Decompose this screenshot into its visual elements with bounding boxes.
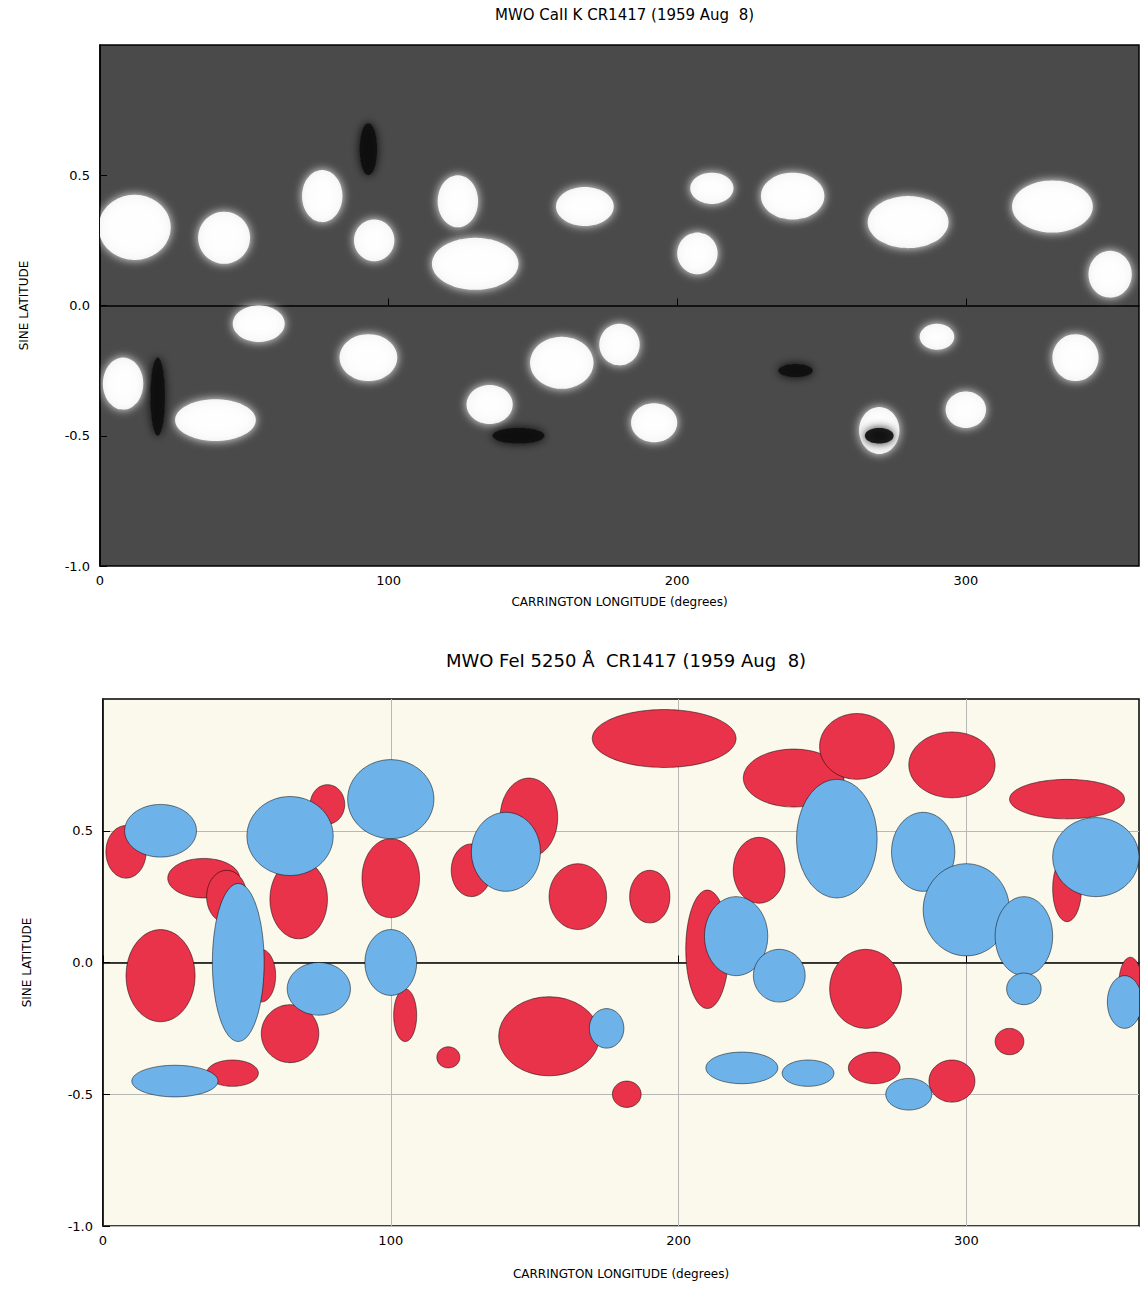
svg-text:SINE LATITUDE: SINE LATITUDE <box>20 918 34 1008</box>
svg-text:0.0: 0.0 <box>72 955 93 970</box>
svg-text:-0.5: -0.5 <box>65 428 90 443</box>
svg-text:MWO CaII K CR1417 (1959 Aug 8: MWO CaII K CR1417 (1959 Aug 8) <box>495 6 754 24</box>
svg-text:-1.0: -1.0 <box>65 559 90 574</box>
svg-text:300: 300 <box>953 573 978 588</box>
svg-text:MWO FeI 5250 Å CR1417 (1959 A: MWO FeI 5250 Å CR1417 (1959 Aug 8) <box>446 650 806 671</box>
svg-text:100: 100 <box>376 573 401 588</box>
svg-text:0: 0 <box>96 573 104 588</box>
svg-text:SINE LATITUDE: SINE LATITUDE <box>17 261 31 351</box>
svg-text:0.5: 0.5 <box>72 823 93 838</box>
svg-text:0.5: 0.5 <box>69 168 90 183</box>
svg-text:200: 200 <box>666 1233 691 1248</box>
svg-text:0: 0 <box>99 1233 107 1248</box>
svg-text:100: 100 <box>378 1233 403 1248</box>
svg-text:-1.0: -1.0 <box>68 1219 93 1234</box>
svg-text:300: 300 <box>954 1233 979 1248</box>
svg-text:0.0: 0.0 <box>69 298 90 313</box>
svg-text:CARRINGTON LONGITUDE (degrees): CARRINGTON LONGITUDE (degrees) <box>511 595 727 609</box>
svg-text:CARRINGTON LONGITUDE (degrees): CARRINGTON LONGITUDE (degrees) <box>513 1267 729 1281</box>
svg-text:200: 200 <box>665 573 690 588</box>
svg-text:-0.5: -0.5 <box>68 1087 93 1102</box>
